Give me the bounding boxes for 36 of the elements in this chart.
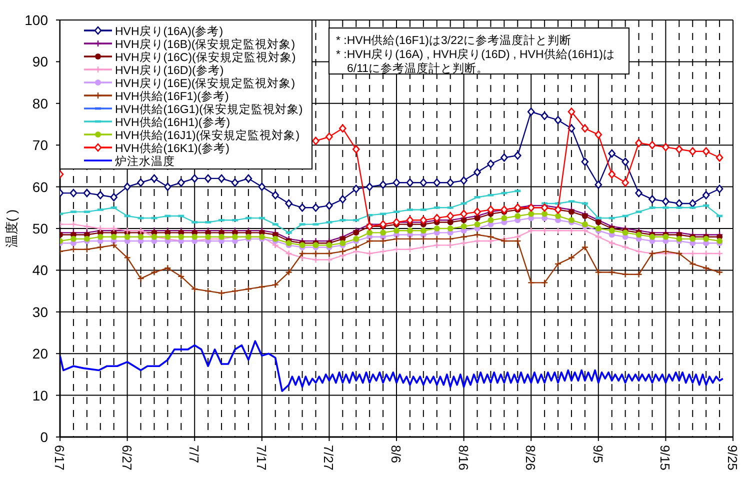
x-tick-label: 7/17 <box>254 445 269 470</box>
legend-label: HVH供給(16H1)(参考) <box>115 116 230 129</box>
x-tick-label: 7/27 <box>321 445 336 470</box>
x-tick-label: 6/27 <box>119 445 134 470</box>
y-tick-label: 70 <box>32 137 48 154</box>
y-tick-label: 100 <box>24 12 48 28</box>
y-tick-label: 80 <box>32 95 48 112</box>
y-tick-label: 60 <box>32 178 48 195</box>
legend-label: HVH戻り(16D)(参考) <box>115 63 224 77</box>
x-tick-label: 6/17 <box>52 445 67 470</box>
x-tick-label: 8/16 <box>456 445 471 470</box>
y-tick-label: 0 <box>40 429 48 445</box>
y-axis-title: 温度( ) <box>4 209 19 248</box>
legend-label: HVH供給(16J1)(保安規定監視対象) <box>115 128 300 142</box>
legend-label: HVH供給(16K1)(参考) <box>115 142 230 155</box>
y-tick-label: 50 <box>32 220 48 236</box>
x-tick-label: 8/6 <box>388 445 404 464</box>
y-tick-label: 30 <box>32 304 48 320</box>
y-tick-label: 90 <box>32 54 48 70</box>
x-tick-label: 7/7 <box>186 445 202 464</box>
legend-label: HVH供給(16F1)(参考) <box>115 90 229 103</box>
y-tick-label: 10 <box>32 387 48 404</box>
annotation: * :HVH供給(16F1)は3/22に参考温度計と判断 <box>336 33 572 47</box>
x-tick-label: 8/26 <box>523 445 538 470</box>
x-tick-label: 9/15 <box>658 445 673 470</box>
y-tick-label: 20 <box>32 346 48 362</box>
legend-label: HVH供給(16G1)(保安規定監視対象) <box>115 102 303 116</box>
x-tick-label: 9/5 <box>590 445 606 464</box>
legend-label: HVH戻り(16E)(保安規定監視対象) <box>115 76 296 90</box>
x-tick-label: 9/25 <box>725 445 740 470</box>
legend-label: HVH戻り(16B)(保安規定監視対象) <box>115 37 296 51</box>
y-tick-label: 40 <box>32 262 48 278</box>
legend-label: HVH戻り(16A)(参考) <box>115 24 224 38</box>
legend-label: HVH戻り(16C)(保安規定監視対象) <box>115 50 296 64</box>
annotation: * :HVH戻り(16A) , HVH戻り(16D) , HVH供給(16H1)は 6/11に参考温度計と判断。 <box>336 47 615 75</box>
legend-label: 炉注水温度 <box>115 154 175 168</box>
